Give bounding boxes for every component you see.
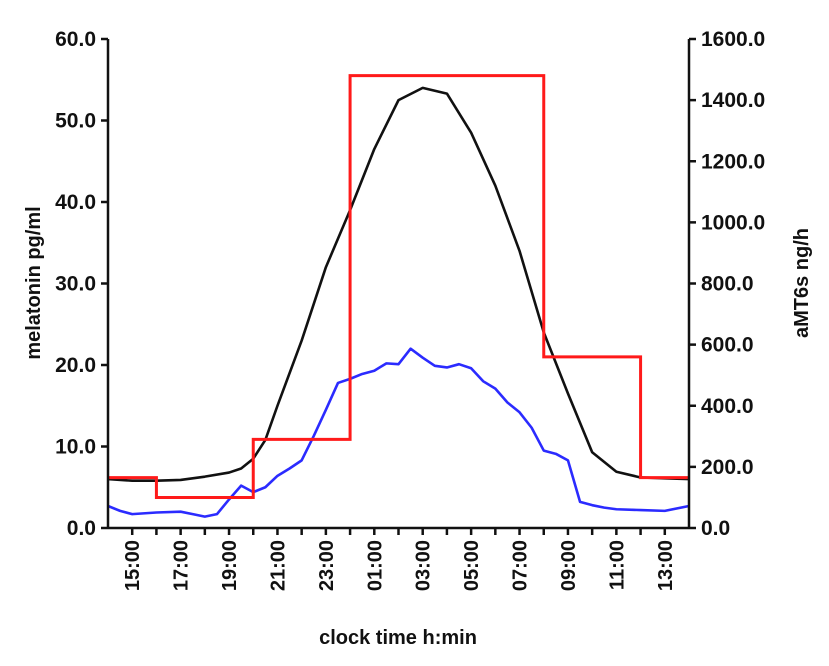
right-y-tick-label: 1600.0 — [701, 28, 765, 51]
right-y-tick-label: 1400.0 — [701, 89, 765, 112]
melatonin-line-2 — [107, 347, 690, 518]
right-y-tick-label: 400.0 — [701, 395, 754, 418]
ticks — [101, 37, 696, 535]
x-tick-label: 17:00 — [171, 540, 193, 591]
labels: 0.0 10.0 20.0 30.0 40.0 50.0 60.0 0.0 200.0 400.0… — [55, 28, 765, 591]
left-y-tick-label: 0.0 — [67, 517, 96, 540]
x-tick-label: 05:00 — [461, 540, 483, 591]
right-y-tick-label: 1000.0 — [701, 211, 765, 234]
left-y-tick-label: 20.0 — [55, 354, 96, 377]
right-y-tick-label: 800.0 — [701, 273, 754, 296]
x-tick-label: 09:00 — [558, 540, 580, 591]
x-tick-label: 13:00 — [655, 540, 677, 591]
x-tick-label: 03:00 — [413, 540, 435, 591]
right-y-axis-title: aMT6s ng/h — [791, 228, 813, 338]
axes — [106, 39, 691, 530]
left-y-axis-title: melatonin pg/ml — [23, 206, 45, 359]
right-y-tick-label: 0.0 — [701, 517, 730, 540]
x-tick-label: 15:00 — [122, 540, 144, 591]
left-y-tick-label: 10.0 — [55, 436, 96, 459]
left-y-tick-label: 40.0 — [55, 191, 96, 214]
x-tick-label: 23:00 — [316, 540, 338, 591]
right-y-tick-label: 200.0 — [701, 456, 754, 479]
amt6s-step-line — [108, 74, 689, 499]
x-axis-title: clock time h:min — [319, 627, 477, 649]
x-tick-label: 07:00 — [510, 540, 532, 591]
melatonin-line — [107, 86, 690, 483]
left-y-tick-label: 30.0 — [55, 273, 96, 296]
right-y-tick-label: 1200.0 — [701, 150, 765, 173]
x-tick-label: 21:00 — [267, 540, 289, 591]
plot-series — [107, 74, 690, 518]
x-tick-label: 01:00 — [364, 540, 386, 591]
left-y-tick-label: 60.0 — [55, 28, 96, 51]
left-y-tick-label: 50.0 — [55, 110, 96, 133]
x-tick-label: 11:00 — [606, 540, 628, 590]
x-tick-label: 19:00 — [219, 540, 241, 591]
right-y-tick-label: 600.0 — [701, 334, 754, 357]
